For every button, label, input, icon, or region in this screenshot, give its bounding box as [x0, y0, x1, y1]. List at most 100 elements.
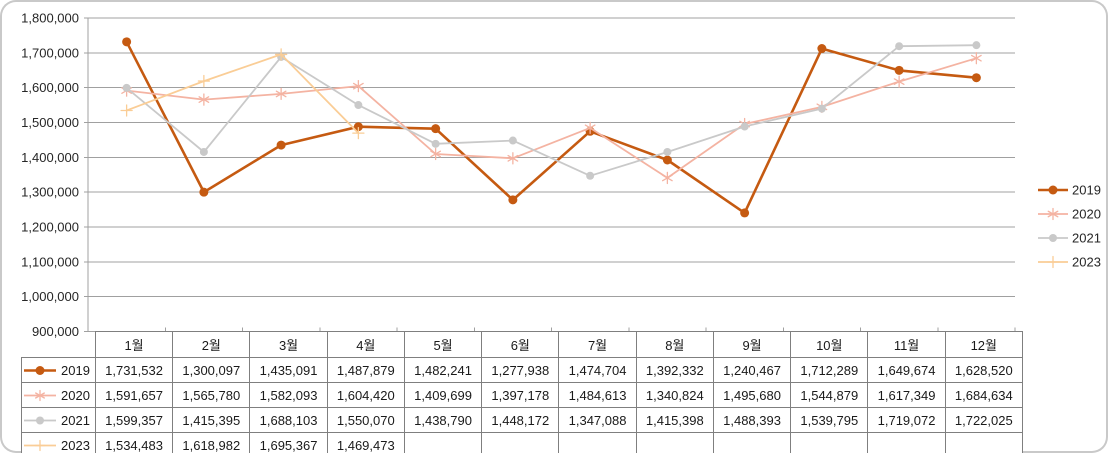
table-cell — [481, 432, 560, 453]
row-header-2021: 2021 — [21, 407, 96, 433]
data-point-circle — [122, 37, 132, 47]
data-point-circle — [740, 208, 750, 218]
legend-label: 2021 — [1072, 231, 1101, 246]
table-cell: 1,438,790 — [403, 407, 483, 433]
table-cell: 1,591,657 — [94, 382, 174, 408]
table-cell — [403, 432, 483, 453]
y-axis-tick-label: 1,100,000 — [21, 254, 79, 269]
data-point-asterisk — [584, 121, 596, 135]
month-header: 8월 — [635, 331, 714, 358]
table-cell: 1,550,070 — [326, 407, 405, 433]
table-cell — [558, 432, 637, 453]
data-point-circle — [972, 41, 981, 50]
month-header: 12월 — [944, 331, 1023, 358]
data-point-circle — [1048, 185, 1058, 195]
series-line-2019 — [125, 40, 978, 215]
legend-label: 2019 — [1072, 183, 1101, 198]
table-corner — [22, 332, 96, 358]
table-cell: 1,277,938 — [481, 357, 560, 383]
series-2021 — [122, 41, 981, 180]
month-header: 3월 — [249, 331, 328, 358]
table-cell: 1,604,420 — [326, 382, 405, 408]
table-cell — [867, 432, 946, 453]
data-point-circle — [971, 73, 981, 83]
month-header: 2월 — [172, 331, 251, 358]
table-cell: 1,731,532 — [94, 357, 174, 383]
table-row-2019: 2019 1,731,532 1,300,097 1,435,091 1,487,879… — [21, 357, 1023, 383]
table-cell — [790, 432, 869, 453]
data-point-asterisk — [275, 87, 287, 101]
data-point-asterisk — [893, 75, 905, 88]
table-cell: 1,719,072 — [867, 407, 946, 433]
table-cell: 1,435,091 — [249, 357, 328, 383]
data-point-asterisk — [198, 93, 210, 106]
series-line-2023 — [125, 53, 360, 134]
data-point-circle — [1049, 234, 1057, 242]
row-header-label: 2020 — [61, 387, 90, 403]
data-point-circle — [199, 187, 209, 197]
table-row-2020: 2020 1,591,657 1,565,780 1,582,093 1,604,420… — [21, 382, 1023, 408]
data-point-asterisk — [507, 152, 519, 165]
month-header: 7월 — [558, 331, 637, 358]
table-cell: 1,688,103 — [249, 407, 328, 433]
legend-item-2021[interactable]: 2021 — [1038, 231, 1101, 246]
data-point-circle — [895, 42, 904, 51]
data-point-circle — [817, 44, 827, 54]
data-point-plus — [197, 74, 211, 88]
table-cell: 1,340,824 — [635, 382, 714, 408]
data-point-plus — [120, 104, 133, 117]
data-point-circle — [431, 124, 441, 134]
table-cell: 1,495,680 — [712, 382, 792, 408]
data-point-circle — [354, 101, 363, 110]
table-cell: 1,488,393 — [712, 407, 792, 433]
table-cell: 1,628,520 — [944, 357, 1023, 383]
series-line-2020 — [125, 57, 978, 179]
data-point-asterisk — [35, 389, 45, 401]
data-point-circle — [586, 171, 595, 180]
table-cell: 1,534,483 — [94, 432, 174, 453]
table-cell — [944, 432, 1023, 453]
table-cell: 1,565,780 — [172, 382, 251, 408]
table-cell: 1,618,982 — [172, 432, 251, 453]
data-point-asterisk — [1047, 207, 1059, 221]
table-cell: 1,409,699 — [403, 382, 483, 408]
table-cell: 1,392,332 — [635, 357, 714, 383]
data-point-circle — [431, 139, 440, 148]
y-axis-tick-label: 1,300,000 — [21, 185, 79, 200]
data-point-plus — [352, 126, 365, 140]
month-header: 1월 — [94, 331, 174, 358]
table-cell: 1,347,088 — [558, 407, 637, 433]
legend-item-2019[interactable]: 2019 — [1038, 183, 1101, 198]
y-axis-tick-label: 1,000,000 — [21, 289, 79, 304]
month-header: 9월 — [712, 331, 792, 358]
table-cell: 1,415,395 — [172, 407, 251, 433]
y-axis-tick-label: 1,500,000 — [21, 115, 79, 130]
legend-item-2020[interactable]: 2020 — [1038, 207, 1101, 222]
legend-item-2023[interactable]: 2023 — [1038, 255, 1101, 270]
table-cell: 1,722,025 — [944, 407, 1023, 433]
y-axis-tick-label: 1,200,000 — [21, 220, 79, 235]
table-cell: 1,474,704 — [558, 357, 637, 383]
table-cell: 1,649,674 — [867, 357, 946, 383]
row-legend-key-2023 — [24, 439, 56, 451]
row-header-label: 2023 — [61, 437, 90, 453]
table-cell: 1,539,795 — [790, 407, 869, 433]
data-point-circle — [663, 147, 672, 156]
table-cell: 1,415,398 — [635, 407, 714, 433]
data-point-plus — [274, 48, 288, 61]
data-point-asterisk — [661, 171, 673, 185]
month-header: 10월 — [790, 331, 869, 358]
data-point-asterisk — [352, 79, 364, 93]
table-cell: 1,240,467 — [712, 357, 792, 383]
table-cell: 1,482,241 — [403, 357, 483, 383]
table-cell — [635, 432, 714, 453]
data-point-circle — [122, 83, 131, 92]
row-legend-key-2021 — [24, 416, 56, 424]
table-cell: 1,487,879 — [326, 357, 405, 383]
table-cell: 1,695,367 — [249, 432, 328, 453]
data-point-asterisk — [970, 52, 982, 65]
table-cell: 1,617,349 — [867, 382, 946, 408]
table-cell: 1,712,289 — [790, 357, 869, 383]
row-header-2020: 2020 — [21, 382, 96, 408]
